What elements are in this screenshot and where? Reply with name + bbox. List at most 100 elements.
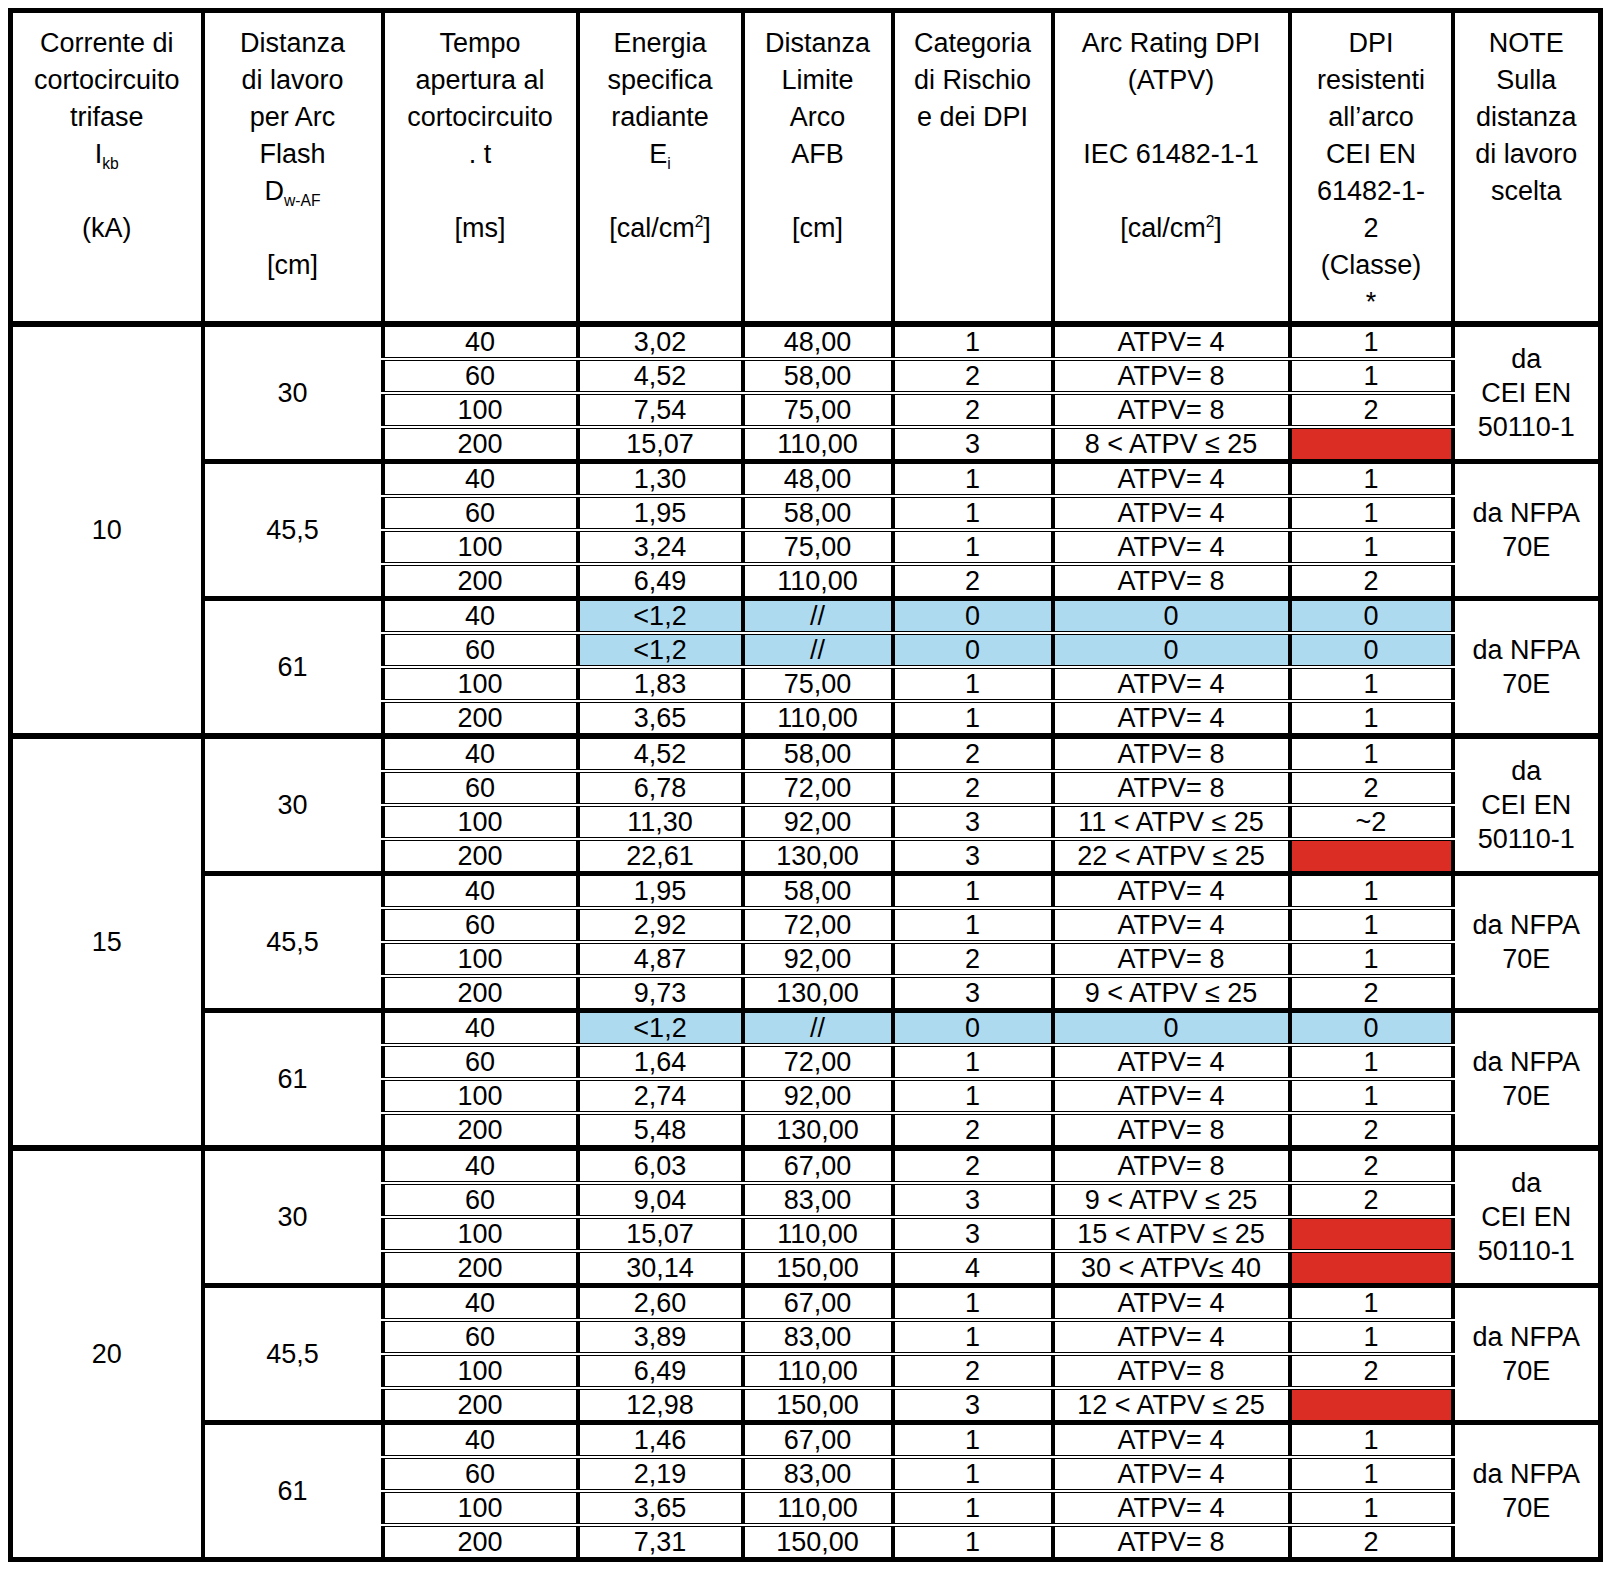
cell-atpv-rating: 9 < ATPV ≤ 25	[1053, 976, 1290, 1011]
cell-atpv-rating: ATPV= 8	[1053, 1148, 1290, 1183]
table-row: 1030403,0248,001ATPV= 41daCEI EN50110-1	[11, 324, 1601, 359]
header-line: per Arc	[205, 99, 381, 136]
cell-arc-flash-boundary: 72,00	[743, 1045, 893, 1079]
header-line: IEC 61482-1-1	[1055, 136, 1288, 173]
header-line-spacer	[1055, 173, 1288, 210]
cell-opening-time: 100	[383, 1217, 578, 1251]
header-line: CEI EN	[1292, 136, 1451, 173]
cell-dpi-class: 1	[1290, 667, 1453, 701]
table-row: 1530404,5258,002ATPV= 81daCEI EN50110-1	[11, 736, 1601, 771]
cell-note: da NFPA70E	[1453, 462, 1601, 599]
cell-note: da NFPA70E	[1453, 1423, 1601, 1560]
header-line: Arc Rating DPI	[1055, 25, 1288, 62]
cell-dpi-class: 1	[1290, 736, 1453, 771]
cell-atpv-rating: ATPV= 4	[1053, 1045, 1290, 1079]
cell-dpi-class	[1290, 427, 1453, 462]
cell-dpi-class: 1	[1290, 1423, 1453, 1458]
header-line: Dw-AF	[205, 173, 381, 210]
cell-dpi-class: 1	[1290, 1320, 1453, 1354]
header-line: cortocircuito	[13, 62, 201, 99]
cell-opening-time: 60	[383, 771, 578, 805]
cell-radiant-energy: 6,49	[578, 1354, 743, 1388]
cell-dpi-class: 2	[1290, 1113, 1453, 1148]
note-line: 50110-1	[1455, 822, 1599, 856]
note-line: 50110-1	[1455, 1234, 1599, 1268]
table-row: 6140<1,2//000da NFPA70E	[11, 1011, 1601, 1046]
cell-risk-category: 2	[893, 359, 1053, 393]
header-line: [cal/cm2]	[580, 210, 741, 247]
header-line: Ikb	[13, 136, 201, 173]
cell-opening-time: 60	[383, 1457, 578, 1491]
cell-dpi-class: 2	[1290, 976, 1453, 1011]
cell-risk-category: 1	[893, 1079, 1053, 1113]
cell-radiant-energy: 6,78	[578, 771, 743, 805]
header-line: radiante	[580, 99, 741, 136]
cell-atpv-rating: 30 < ATPV≤ 40	[1053, 1251, 1290, 1286]
cell-dpi-class: 0	[1290, 599, 1453, 634]
cell-arc-flash-boundary: 130,00	[743, 839, 893, 874]
cell-atpv-rating: 9 < ATPV ≤ 25	[1053, 1183, 1290, 1217]
header-line: Categoria	[895, 25, 1051, 62]
cell-radiant-energy: <1,2	[578, 633, 743, 667]
cell-opening-time: 60	[383, 1320, 578, 1354]
cell-risk-category: 2	[893, 942, 1053, 976]
cell-risk-category: 3	[893, 1388, 1053, 1423]
cell-risk-category: 1	[893, 1320, 1053, 1354]
cell-opening-time: 40	[383, 1423, 578, 1458]
cell-opening-time: 40	[383, 324, 578, 359]
header-line: di Rischio	[895, 62, 1051, 99]
note-line: 50110-1	[1455, 410, 1599, 444]
header-tempo-apertura: Tempo apertura al cortocircuito . t [ms]	[383, 11, 578, 325]
cell-risk-category: 3	[893, 976, 1053, 1011]
cell-opening-time: 200	[383, 839, 578, 874]
table-row: 45,5401,9558,001ATPV= 41da NFPA70E	[11, 874, 1601, 909]
header-line: *	[1292, 284, 1451, 321]
header-line: di lavoro	[205, 62, 381, 99]
note-line: CEI EN	[1455, 788, 1599, 822]
header-categoria-rischio: Categoria di Rischio e dei DPI	[893, 11, 1053, 325]
cell-dpi-class: 1	[1290, 908, 1453, 942]
header-line: NOTE	[1455, 25, 1599, 62]
header-line: Limite	[745, 62, 891, 99]
cell-atpv-rating: 11 < ATPV ≤ 25	[1053, 805, 1290, 839]
header-line: distanza	[1455, 99, 1599, 136]
cell-dpi-class: 1	[1290, 1079, 1453, 1113]
cell-risk-category: 3	[893, 1217, 1053, 1251]
cell-atpv-rating: ATPV= 4	[1053, 1320, 1290, 1354]
cell-arc-flash-boundary: 130,00	[743, 1113, 893, 1148]
note-line: da	[1455, 1166, 1599, 1200]
arc-flash-table: Corrente di cortocircuito trifase Ikb (k…	[8, 8, 1603, 1562]
cell-opening-time: 200	[383, 1388, 578, 1423]
header-line: resistenti	[1292, 62, 1451, 99]
cell-dpi-class: 2	[1290, 771, 1453, 805]
header-line: (Classe)	[1292, 247, 1451, 284]
cell-dpi-class: 2	[1290, 1354, 1453, 1388]
note-line: CEI EN	[1455, 1200, 1599, 1234]
header-line: e dei DPI	[895, 99, 1051, 136]
table-row: 6140<1,2//000da NFPA70E	[11, 599, 1601, 634]
cell-risk-category: 2	[893, 1148, 1053, 1183]
cell-opening-time: 40	[383, 1148, 578, 1183]
note-line: 70E	[1455, 1491, 1599, 1525]
header-line: (kA)	[13, 210, 201, 247]
cell-radiant-energy: 3,02	[578, 324, 743, 359]
cell-risk-category: 2	[893, 736, 1053, 771]
cell-atpv-rating: ATPV= 4	[1053, 701, 1290, 736]
header-line: [cm]	[745, 210, 891, 247]
table-row: 45,5402,6067,001ATPV= 41da NFPA70E	[11, 1286, 1601, 1321]
header-line: all’arco	[1292, 99, 1451, 136]
header-line: [cal/cm2]	[1055, 210, 1288, 247]
header-line: Energia	[580, 25, 741, 62]
header-line: Ei	[580, 136, 741, 173]
cell-note: daCEI EN50110-1	[1453, 1148, 1601, 1286]
cell-opening-time: 40	[383, 874, 578, 909]
cell-dpi-class: 1	[1290, 1457, 1453, 1491]
cell-note: da NFPA70E	[1453, 1011, 1601, 1149]
cell-radiant-energy: 1,30	[578, 462, 743, 497]
cell-arc-flash-boundary: 92,00	[743, 1079, 893, 1113]
cell-radiant-energy: 3,65	[578, 701, 743, 736]
cell-atpv-rating: ATPV= 4	[1053, 1491, 1290, 1525]
cell-risk-category: 1	[893, 667, 1053, 701]
cell-dpi-class: 2	[1290, 564, 1453, 599]
cell-arc-flash-boundary: 75,00	[743, 667, 893, 701]
